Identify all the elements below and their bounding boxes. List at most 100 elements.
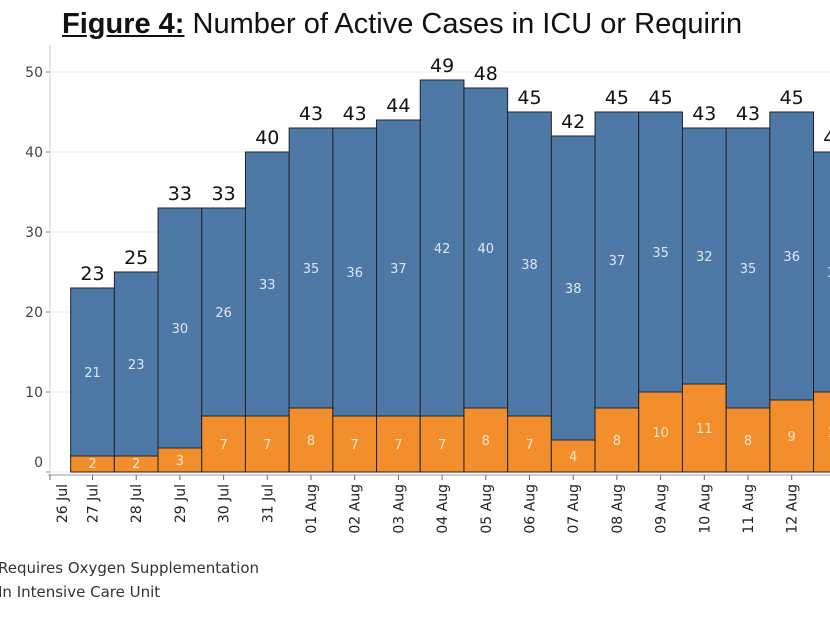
bar-oxygen bbox=[550, 135, 596, 441]
chart-title: Figure 4: Number of Active Cases in ICU … bbox=[62, 8, 742, 41]
data-label-total: 23 bbox=[80, 263, 104, 285]
data-label-oxygen: 40 bbox=[478, 242, 495, 257]
x-tick-label: 07 Aug bbox=[566, 484, 582, 534]
data-label-icu: 7 bbox=[438, 438, 446, 453]
data-label-total: 40 bbox=[823, 127, 830, 149]
bar-oxygen bbox=[681, 127, 727, 385]
data-label-icu: 2 bbox=[88, 457, 96, 472]
legend-item-icu: In Intensive Care Unit bbox=[0, 583, 161, 601]
data-label-total: 45 bbox=[649, 87, 673, 109]
bar-icu bbox=[376, 415, 421, 473]
x-tick-label: 01 Aug bbox=[304, 484, 320, 534]
data-label-total: 45 bbox=[517, 87, 541, 109]
data-label-icu: 3 bbox=[176, 454, 184, 469]
data-label-icu: 2 bbox=[132, 457, 140, 472]
data-label-icu: 7 bbox=[525, 438, 533, 453]
data-label-oxygen: 35 bbox=[652, 246, 669, 261]
data-label-icu: 7 bbox=[263, 438, 271, 453]
y-tick-label: 0 bbox=[34, 455, 43, 471]
data-label-oxygen: 26 bbox=[215, 306, 232, 321]
data-label-oxygen: 36 bbox=[346, 266, 363, 281]
data-label-oxygen: 23 bbox=[128, 358, 145, 373]
data-label-icu: 4 bbox=[569, 450, 577, 465]
x-tick-label: 29 Jul bbox=[173, 484, 189, 523]
data-label-oxygen: 30 bbox=[827, 266, 830, 281]
y-tick-label: 10 bbox=[25, 385, 43, 401]
x-tick-label: 13 Aug bbox=[828, 484, 830, 534]
data-label-icu: 7 bbox=[219, 438, 227, 453]
data-label-total: 45 bbox=[780, 87, 804, 109]
data-label-icu: 8 bbox=[307, 434, 315, 449]
bar-icu bbox=[813, 391, 830, 473]
bar-oxygen bbox=[769, 111, 815, 401]
data-label-oxygen: 37 bbox=[390, 262, 407, 277]
data-label-oxygen: 38 bbox=[565, 282, 582, 297]
y-tick-label: 20 bbox=[25, 305, 43, 321]
data-label-total: 43 bbox=[736, 103, 760, 125]
data-label-total: 45 bbox=[605, 87, 629, 109]
bar-oxygen bbox=[594, 111, 640, 409]
bar-oxygen bbox=[113, 271, 159, 457]
legend-item-oxygen: Requires Oxygen Supplementation bbox=[0, 559, 260, 577]
data-label-total: 33 bbox=[212, 183, 236, 205]
data-label-icu: 8 bbox=[744, 434, 752, 449]
data-label-icu: 8 bbox=[613, 434, 621, 449]
bar-oxygen bbox=[507, 111, 552, 417]
bar-oxygen bbox=[638, 111, 683, 393]
bar-icu bbox=[725, 407, 771, 473]
figure-label: Figure 4: bbox=[62, 8, 185, 40]
data-label-total: 44 bbox=[386, 95, 410, 117]
data-label-total: 43 bbox=[343, 103, 367, 125]
y-tick-label: 40 bbox=[25, 145, 43, 161]
bar-oxygen bbox=[157, 207, 203, 449]
x-tick-label: 05 Aug bbox=[479, 484, 495, 534]
x-tick-label: 31 Jul bbox=[260, 484, 276, 523]
x-tick-label: 11 Aug bbox=[741, 484, 757, 534]
y-tick-label: 50 bbox=[25, 65, 43, 81]
x-tick-label: 03 Aug bbox=[391, 484, 407, 534]
data-label-oxygen: 42 bbox=[434, 242, 451, 257]
x-tick-label: 02 Aug bbox=[348, 484, 364, 534]
data-label-oxygen: 35 bbox=[303, 262, 320, 277]
data-label-oxygen: 21 bbox=[84, 366, 101, 381]
x-tick-label: 30 Jul bbox=[217, 484, 233, 523]
bar-icu bbox=[463, 407, 509, 473]
x-tick-label: 04 Aug bbox=[435, 484, 451, 534]
x-tick-label: 27 Jul bbox=[86, 484, 102, 523]
data-label-oxygen: 36 bbox=[783, 250, 800, 265]
data-label-total: 43 bbox=[299, 103, 323, 125]
bar-oxygen bbox=[725, 127, 771, 409]
x-tick-label: 26 Jul bbox=[55, 484, 71, 523]
data-label-icu: 9 bbox=[788, 430, 796, 445]
data-label-total: 48 bbox=[474, 63, 498, 85]
bar-oxygen bbox=[288, 127, 334, 409]
data-label-icu: 7 bbox=[394, 438, 402, 453]
data-label-oxygen: 32 bbox=[696, 250, 713, 265]
x-tick-label: 10 Aug bbox=[697, 484, 713, 534]
data-label-total: 43 bbox=[692, 103, 716, 125]
bar-icu bbox=[244, 415, 290, 473]
data-label-oxygen: 35 bbox=[740, 262, 757, 277]
data-label-icu: 7 bbox=[351, 438, 359, 453]
bar-oxygen bbox=[70, 287, 115, 457]
data-label-total: 25 bbox=[124, 247, 148, 269]
data-label-total: 33 bbox=[168, 183, 192, 205]
data-label-icu: 10 bbox=[827, 426, 830, 441]
bar-icu bbox=[332, 415, 378, 473]
bar-oxygen bbox=[244, 151, 290, 417]
data-label-oxygen: 38 bbox=[521, 258, 538, 273]
bar-oxygen bbox=[463, 87, 509, 409]
x-tick-label: 09 Aug bbox=[654, 484, 670, 534]
data-label-total: 49 bbox=[430, 55, 454, 77]
x-tick-label: 08 Aug bbox=[610, 484, 626, 534]
bar-oxygen bbox=[813, 151, 830, 393]
data-label-icu: 11 bbox=[696, 422, 713, 437]
y-tick-label: 30 bbox=[25, 225, 43, 241]
data-label-icu: 8 bbox=[482, 434, 490, 449]
data-label-total: 42 bbox=[561, 111, 585, 133]
data-label-oxygen: 37 bbox=[609, 254, 626, 269]
data-label-icu: 10 bbox=[652, 426, 669, 441]
bar-icu bbox=[288, 407, 334, 473]
x-tick-label: 12 Aug bbox=[785, 484, 801, 534]
